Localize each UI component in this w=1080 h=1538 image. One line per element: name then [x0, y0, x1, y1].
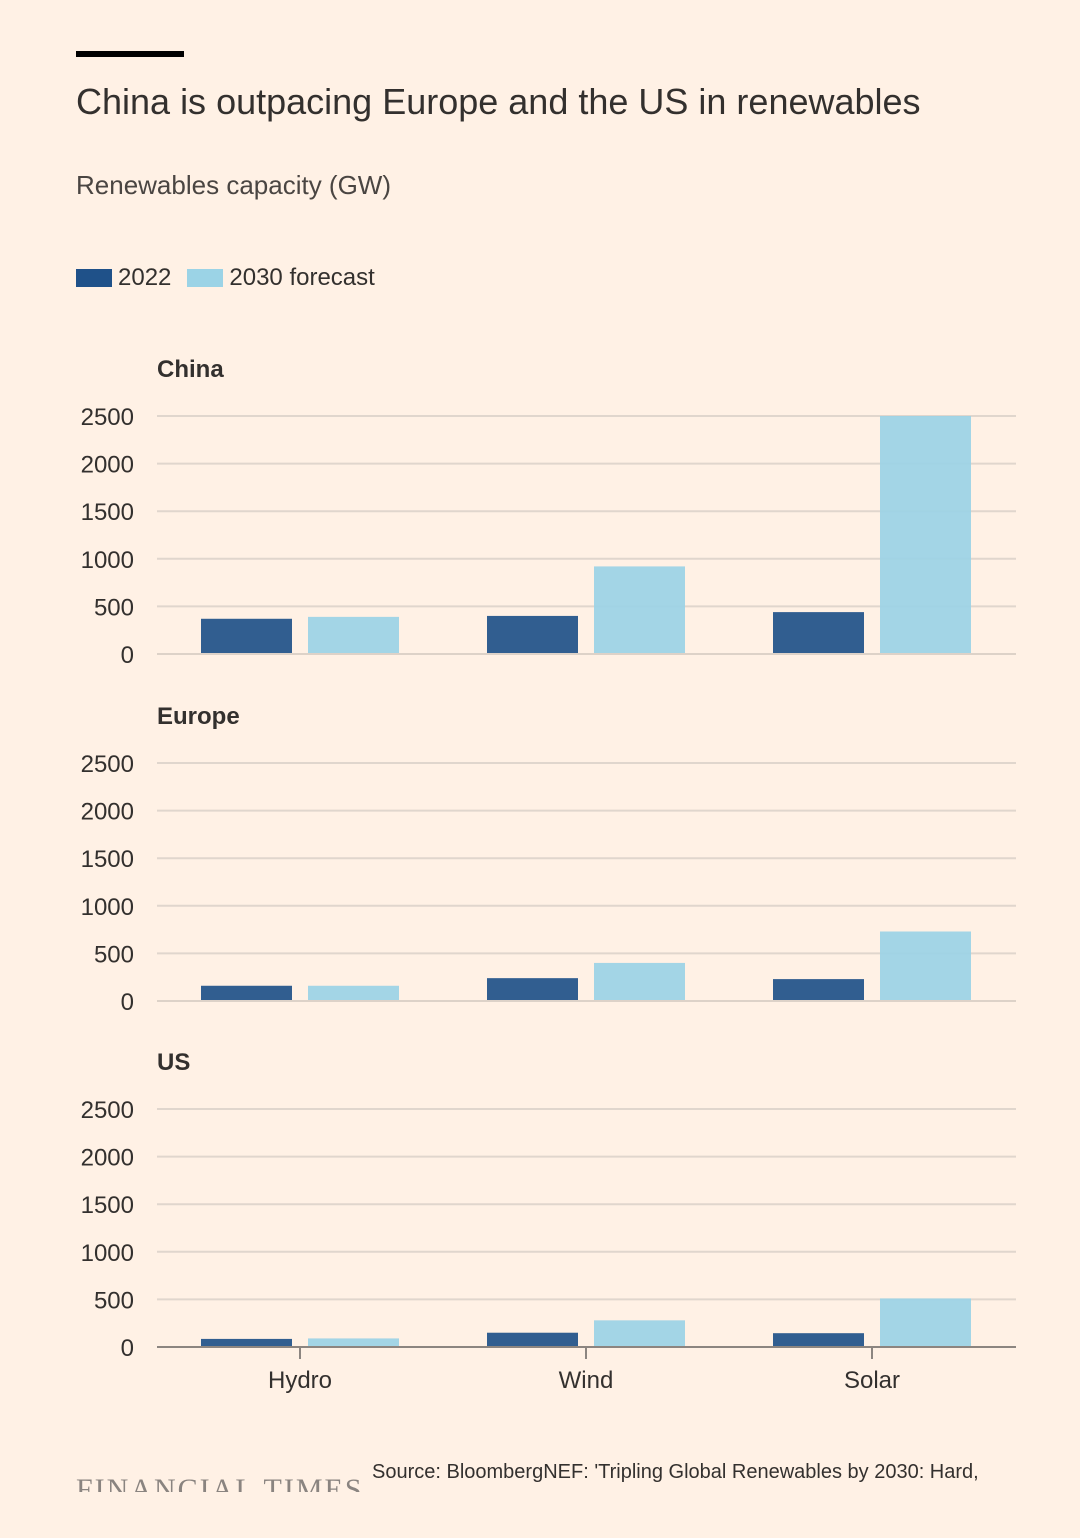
chart-subtitle: Renewables capacity (GW): [76, 170, 391, 200]
legend-item-2022: 2022: [76, 264, 171, 292]
bar-china-hydro-2022: [201, 618, 292, 654]
y-tick-label-china-2000: 2000: [81, 452, 134, 479]
y-tick-label-europe-2000: 2000: [81, 799, 134, 826]
y-tick-label-europe-500: 500: [94, 941, 134, 968]
bar-china-hydro-2030-forecast: [308, 616, 399, 654]
bar-europe-hydro-2030-forecast: [308, 985, 399, 1001]
x-tick-label-hydro: Hydro: [268, 1367, 332, 1394]
bar-europe-wind-2022: [487, 978, 578, 1001]
panel-title-europe: Europe: [157, 703, 240, 730]
chart-area: China 0 500 1000 1500 2000 2500 Europe 0 500 1000 1…: [81, 356, 1016, 1394]
x-tick-label-solar: Solar: [844, 1367, 900, 1394]
legend-item-2030-forecast: 2030 forecast: [187, 264, 375, 292]
bar-europe-solar-2030-forecast: [880, 931, 971, 1001]
y-tick-label-europe-0: 0: [121, 989, 134, 1016]
x-tick-label-wind: Wind: [559, 1367, 614, 1394]
y-tick-label-europe-1000: 1000: [81, 894, 134, 921]
bar-china-wind-2022: [487, 615, 578, 654]
bar-us-hydro-2022: [201, 1338, 292, 1347]
y-tick-label-china-1500: 1500: [81, 499, 134, 526]
panel-title-china: China: [157, 356, 224, 383]
bar-us-wind-2022: [487, 1332, 578, 1347]
ft-logo: FINANCIAL TIMES: [76, 1473, 364, 1492]
y-tick-label-china-2500: 2500: [81, 404, 134, 431]
y-tick-label-us-2000: 2000: [81, 1145, 134, 1172]
bar-europe-solar-2022: [773, 979, 864, 1001]
bar-europe-hydro-2022: [201, 985, 292, 1001]
bar-us-wind-2030-forecast: [594, 1320, 685, 1347]
y-tick-label-europe-2500: 2500: [81, 751, 134, 778]
bar-us-hydro-2030-forecast: [308, 1338, 399, 1347]
bar-us-solar-2030-forecast: [880, 1298, 971, 1347]
legend: 2022 2030 forecast: [76, 262, 391, 294]
panel-title-us: US: [157, 1049, 190, 1076]
legend-label-2022: 2022: [118, 264, 172, 291]
y-tick-label-us-1000: 1000: [81, 1240, 134, 1267]
y-tick-label-us-500: 500: [94, 1287, 134, 1314]
source-note: Source: BloombergNEF: 'Tripling Global R…: [372, 1461, 979, 1483]
chart-title: China is outpacing Europe and the US in …: [76, 81, 921, 122]
bar-china-wind-2030-forecast: [594, 566, 685, 654]
bar-china-solar-2030-forecast: [880, 416, 971, 654]
y-tick-label-china-1000: 1000: [81, 547, 134, 574]
y-tick-label-us-0: 0: [121, 1335, 134, 1362]
y-tick-label-europe-1500: 1500: [81, 846, 134, 873]
y-tick-label-us-1500: 1500: [81, 1192, 134, 1219]
y-tick-label-china-0: 0: [121, 642, 134, 669]
y-tick-label-us-2500: 2500: [81, 1097, 134, 1124]
bar-europe-wind-2030-forecast: [594, 962, 685, 1001]
bar-china-solar-2022: [773, 612, 864, 654]
y-tick-label-china-500: 500: [94, 594, 134, 621]
legend-label-2030-forecast: 2030 forecast: [229, 264, 375, 291]
bar-us-solar-2022: [773, 1333, 864, 1347]
legend-swatch-2022: [76, 269, 112, 287]
legend-swatch-2030-forecast: [187, 269, 224, 287]
header-rule: [76, 51, 184, 57]
